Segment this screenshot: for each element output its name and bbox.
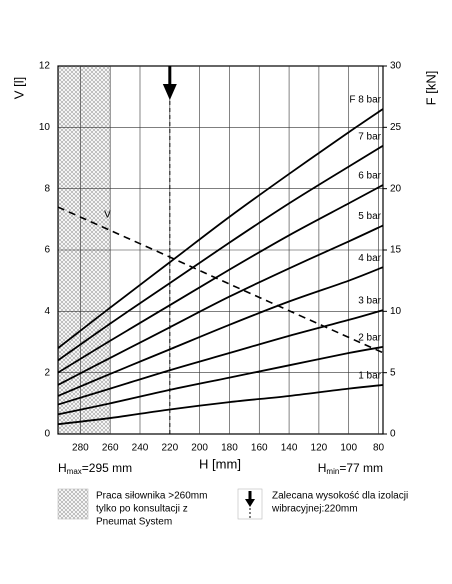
series-label: V	[104, 209, 111, 220]
note-text: tylko po konsultacji z	[96, 504, 188, 515]
note-text: Zalecana wysokość dla izolacji	[272, 491, 408, 502]
series-label: F 8 bar	[349, 95, 381, 106]
y-tick-label: 10	[39, 122, 51, 133]
x-tick-label: 120	[311, 443, 328, 454]
symbol: H	[58, 461, 67, 475]
series-label: 4 bar	[358, 253, 381, 264]
y2-tick-label: 20	[390, 183, 402, 194]
symbol: H	[318, 461, 327, 475]
value-text: =77 mm	[339, 461, 383, 475]
y-tick-label: 0	[44, 429, 50, 440]
series-line	[57, 266, 384, 397]
x-axis-label: H [mm]	[199, 456, 241, 471]
subscript: max	[67, 467, 82, 476]
y2-tick-label: 0	[390, 429, 396, 440]
series-line	[57, 309, 384, 406]
y-tick-label: 2	[44, 367, 50, 378]
y2-tick-label: 15	[390, 245, 402, 256]
y2-tick-label: 10	[390, 306, 402, 317]
note-text: wibracyjnej:220mm	[271, 504, 358, 515]
series-line	[57, 206, 384, 354]
x-tick-label: 280	[72, 443, 89, 454]
series-line	[57, 144, 384, 362]
series-label: 7 bar	[358, 131, 381, 142]
legend-arrow-head	[245, 499, 255, 507]
series-label: 5 bar	[358, 211, 381, 222]
x-tick-label: 180	[221, 443, 238, 454]
subscript: min	[326, 467, 339, 476]
x-tick-label: 260	[102, 443, 119, 454]
note-text: Pneumat System	[96, 517, 172, 528]
y2-axis-label: F [kN]	[423, 71, 438, 106]
x-tick-label: 240	[132, 443, 149, 454]
y-tick-label: 6	[44, 245, 50, 256]
series-label: 3 bar	[358, 296, 381, 307]
series-line	[57, 184, 384, 374]
series-label: 1 bar	[358, 371, 381, 382]
x-tick-label: 100	[340, 443, 357, 454]
y2-tick-label: 25	[390, 122, 402, 133]
x-tick-label: 220	[161, 443, 178, 454]
x-tick-label: 140	[281, 443, 298, 454]
hmax-label: Hmax=295 mm	[58, 461, 132, 476]
legend-hatch	[57, 488, 89, 520]
series-label: 2 bar	[358, 333, 381, 344]
series-line	[57, 346, 384, 416]
y-tick-label: 12	[39, 61, 51, 72]
x-tick-label: 160	[251, 443, 268, 454]
x-tick-label: 200	[191, 443, 208, 454]
plot-frame	[57, 65, 384, 435]
y2-tick-label: 30	[390, 61, 402, 72]
series-line	[57, 384, 384, 426]
text-layer: 280 260 240 220 200 180 160 140 120 100 8002468101…	[11, 61, 438, 528]
y2-tick-label: 5	[390, 367, 396, 378]
value-text: =295 mm	[82, 461, 132, 475]
hmin-label: Hmin=77 mm	[318, 461, 383, 476]
note-text: Praca siłownika >260mm	[96, 491, 207, 502]
series-line	[57, 108, 384, 349]
y-tick-label: 4	[44, 306, 50, 317]
marker-arrow-head	[162, 84, 177, 100]
series-line	[57, 224, 384, 386]
y-axis-label: V [l]	[11, 77, 26, 99]
y-tick-label: 8	[44, 183, 50, 194]
lines-layer	[57, 66, 384, 518]
series-label: 6 bar	[358, 171, 381, 182]
x-tick-label: 80	[373, 443, 385, 454]
